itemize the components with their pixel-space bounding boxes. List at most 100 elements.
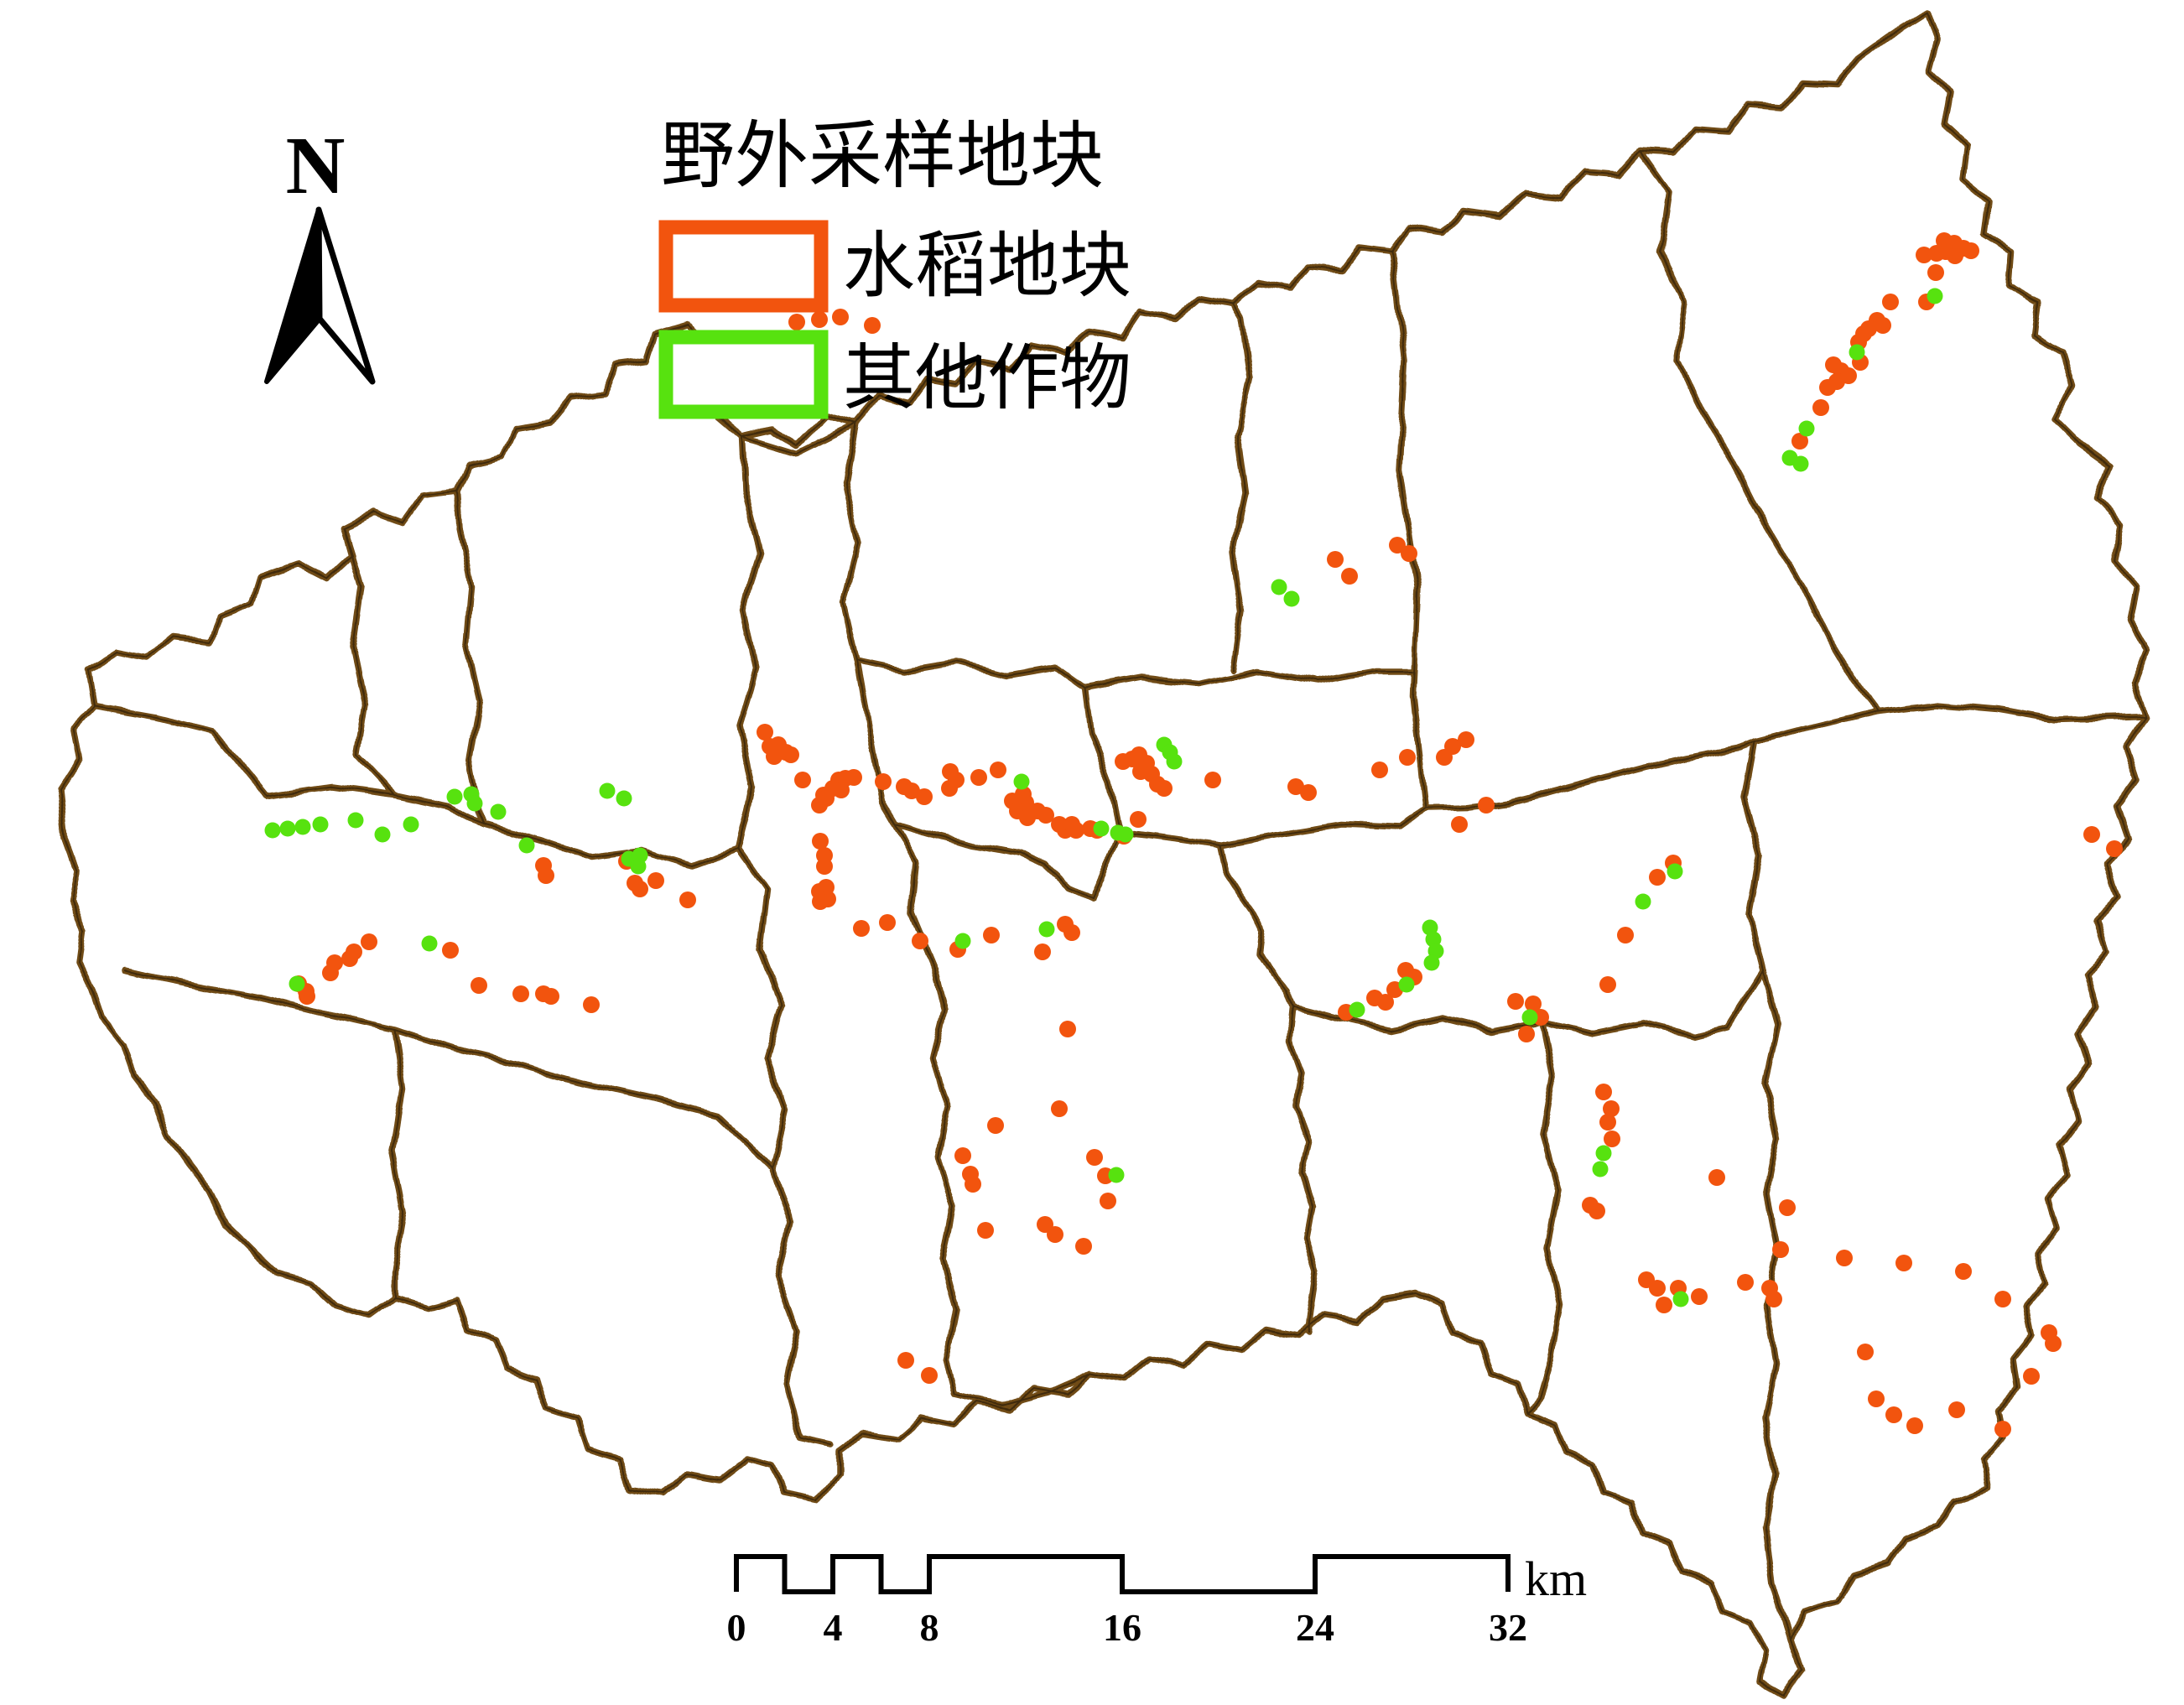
inner-boundary-core: [343, 528, 395, 796]
rice-swatch: [658, 220, 829, 313]
rice-plot-dot: [2023, 1368, 2040, 1385]
inner-boundary: [91, 703, 270, 799]
inner-boundary-core: [481, 823, 739, 866]
other-crop-dot: [1592, 1161, 1609, 1177]
rice-plot-dot: [1916, 247, 1932, 263]
other-label: 其他作物: [843, 338, 1131, 418]
rice-plot-dot: [1589, 1203, 1605, 1219]
scalebar-tick-label: 0: [727, 1606, 746, 1649]
rice-plot-dot: [990, 762, 1006, 778]
other-crop-dot: [1927, 288, 1943, 304]
rice-plot-dot: [1868, 1391, 1885, 1407]
rice-plot-dot: [757, 724, 773, 741]
rice-plot-dot: [1401, 545, 1417, 562]
north-arrow-right-half: [315, 206, 376, 385]
rice-plot-dot: [1928, 245, 1945, 262]
scale-bar: 0 4 8 16 24 32 km: [727, 1552, 1588, 1649]
rice-plot-dot: [1507, 993, 1524, 1010]
rice-plot-dot: [1779, 1199, 1796, 1216]
inner-boundary-core: [895, 823, 1093, 900]
rice-plot-dot: [833, 782, 850, 798]
rice-plot-dot: [632, 881, 648, 897]
other-crop-dot: [1635, 893, 1651, 910]
inner-boundary-core: [93, 705, 268, 797]
rice-plot-dot: [1037, 807, 1054, 824]
rice-plot-dot: [921, 1367, 938, 1384]
rice-plot-dot: [897, 1352, 914, 1369]
rice-plot-dot: [2045, 1335, 2062, 1352]
rice-plot-dot: [864, 317, 881, 334]
rice-plot-dot: [1994, 1291, 2011, 1307]
rice-plot-dot: [1955, 1263, 1972, 1280]
other-crop-dot: [1398, 976, 1415, 993]
rice-plot-dot: [543, 988, 559, 1005]
rice-plot-dot: [783, 746, 799, 763]
rice-plot-dot: [1063, 924, 1080, 941]
other-crop-dot: [1117, 826, 1134, 843]
other-crop-dot: [1349, 1001, 1365, 1018]
other-swatch: [658, 330, 829, 419]
rice-plot-dot: [1882, 294, 1899, 310]
rice-plot-dot: [679, 891, 696, 908]
inner-boundary-core: [856, 660, 1085, 689]
rice-plot-dot: [299, 988, 315, 1005]
other-crop-dot: [421, 935, 438, 952]
inner-boundary-core: [1084, 670, 1414, 689]
other-crop-dot: [1271, 579, 1287, 595]
scalebar-unit: km: [1525, 1552, 1587, 1606]
rice-plot-dot: [2106, 840, 2123, 857]
legend: 野外采样地块 水稻地块 其他作物: [658, 117, 1131, 419]
inner-boundary-core: [1232, 303, 1251, 670]
rice-plot-dot: [1599, 1114, 1616, 1131]
rice-plot-dot: [1599, 976, 1616, 993]
rice-plot-dot: [361, 933, 377, 950]
rice-plot-dot: [1478, 797, 1495, 814]
rice-plot-dot: [875, 773, 892, 790]
rice-plot-dot: [812, 833, 829, 850]
scalebar-tick-label: 16: [1103, 1606, 1141, 1649]
other-crop-dot: [1798, 420, 1815, 437]
rice-plot-dot: [818, 790, 835, 807]
rice-plot-dot: [341, 950, 358, 967]
rice-plot-dot: [1836, 1250, 1853, 1266]
other-crop-dot: [1849, 344, 1865, 361]
rice-plot-dot: [1034, 943, 1051, 960]
rice-plot-dot: [1604, 1131, 1620, 1147]
rice-plot-dot: [1885, 1406, 1902, 1423]
rice-plot-dot: [1444, 738, 1461, 755]
inner-boundary-core: [895, 823, 957, 1395]
rice-plot-dot: [1765, 1291, 1782, 1307]
rice-plot-dot: [512, 985, 529, 1002]
rice-plot-dot: [1047, 1226, 1063, 1243]
rice-plot-dot: [1691, 1288, 1708, 1305]
inner-boundary: [1217, 842, 1320, 1337]
rice-plot-dot: [912, 933, 928, 949]
rice-plot-dot: [1300, 784, 1317, 801]
other-crop-dots: [264, 288, 1943, 1307]
rice-plot-dot: [1518, 1026, 1535, 1042]
north-arrow: N: [264, 121, 376, 385]
rice-plot-dot: [794, 772, 811, 788]
rice-plot-dot: [1906, 1417, 1923, 1434]
rice-plot-dot: [1130, 811, 1147, 828]
other-crop-dot: [1038, 921, 1055, 938]
inner-boundary-core: [123, 970, 772, 1168]
inner-boundary: [121, 968, 775, 1171]
inner-boundary-core: [1119, 741, 1755, 846]
rice-plot-dot: [1068, 822, 1084, 839]
rice-plot-dot: [2083, 826, 2100, 843]
other-crop-dot: [446, 788, 463, 805]
rice-plot-dot: [1287, 778, 1304, 795]
rice-plot-dot: [1947, 247, 1963, 264]
rice-plot-dot: [1327, 551, 1344, 568]
other-crop-dot: [1108, 1167, 1125, 1183]
other-crop-dot: [1667, 863, 1683, 880]
district-boundaries-core: [60, 12, 2148, 1695]
inner-boundary-core: [1744, 741, 1764, 972]
rice-plot-dot: [1204, 772, 1221, 788]
rice-plot-dot: [1649, 869, 1666, 886]
rice-plot-dot: [1525, 995, 1542, 1012]
inner-boundary-core: [1219, 845, 1318, 1334]
rice-plot-dot: [970, 769, 987, 786]
